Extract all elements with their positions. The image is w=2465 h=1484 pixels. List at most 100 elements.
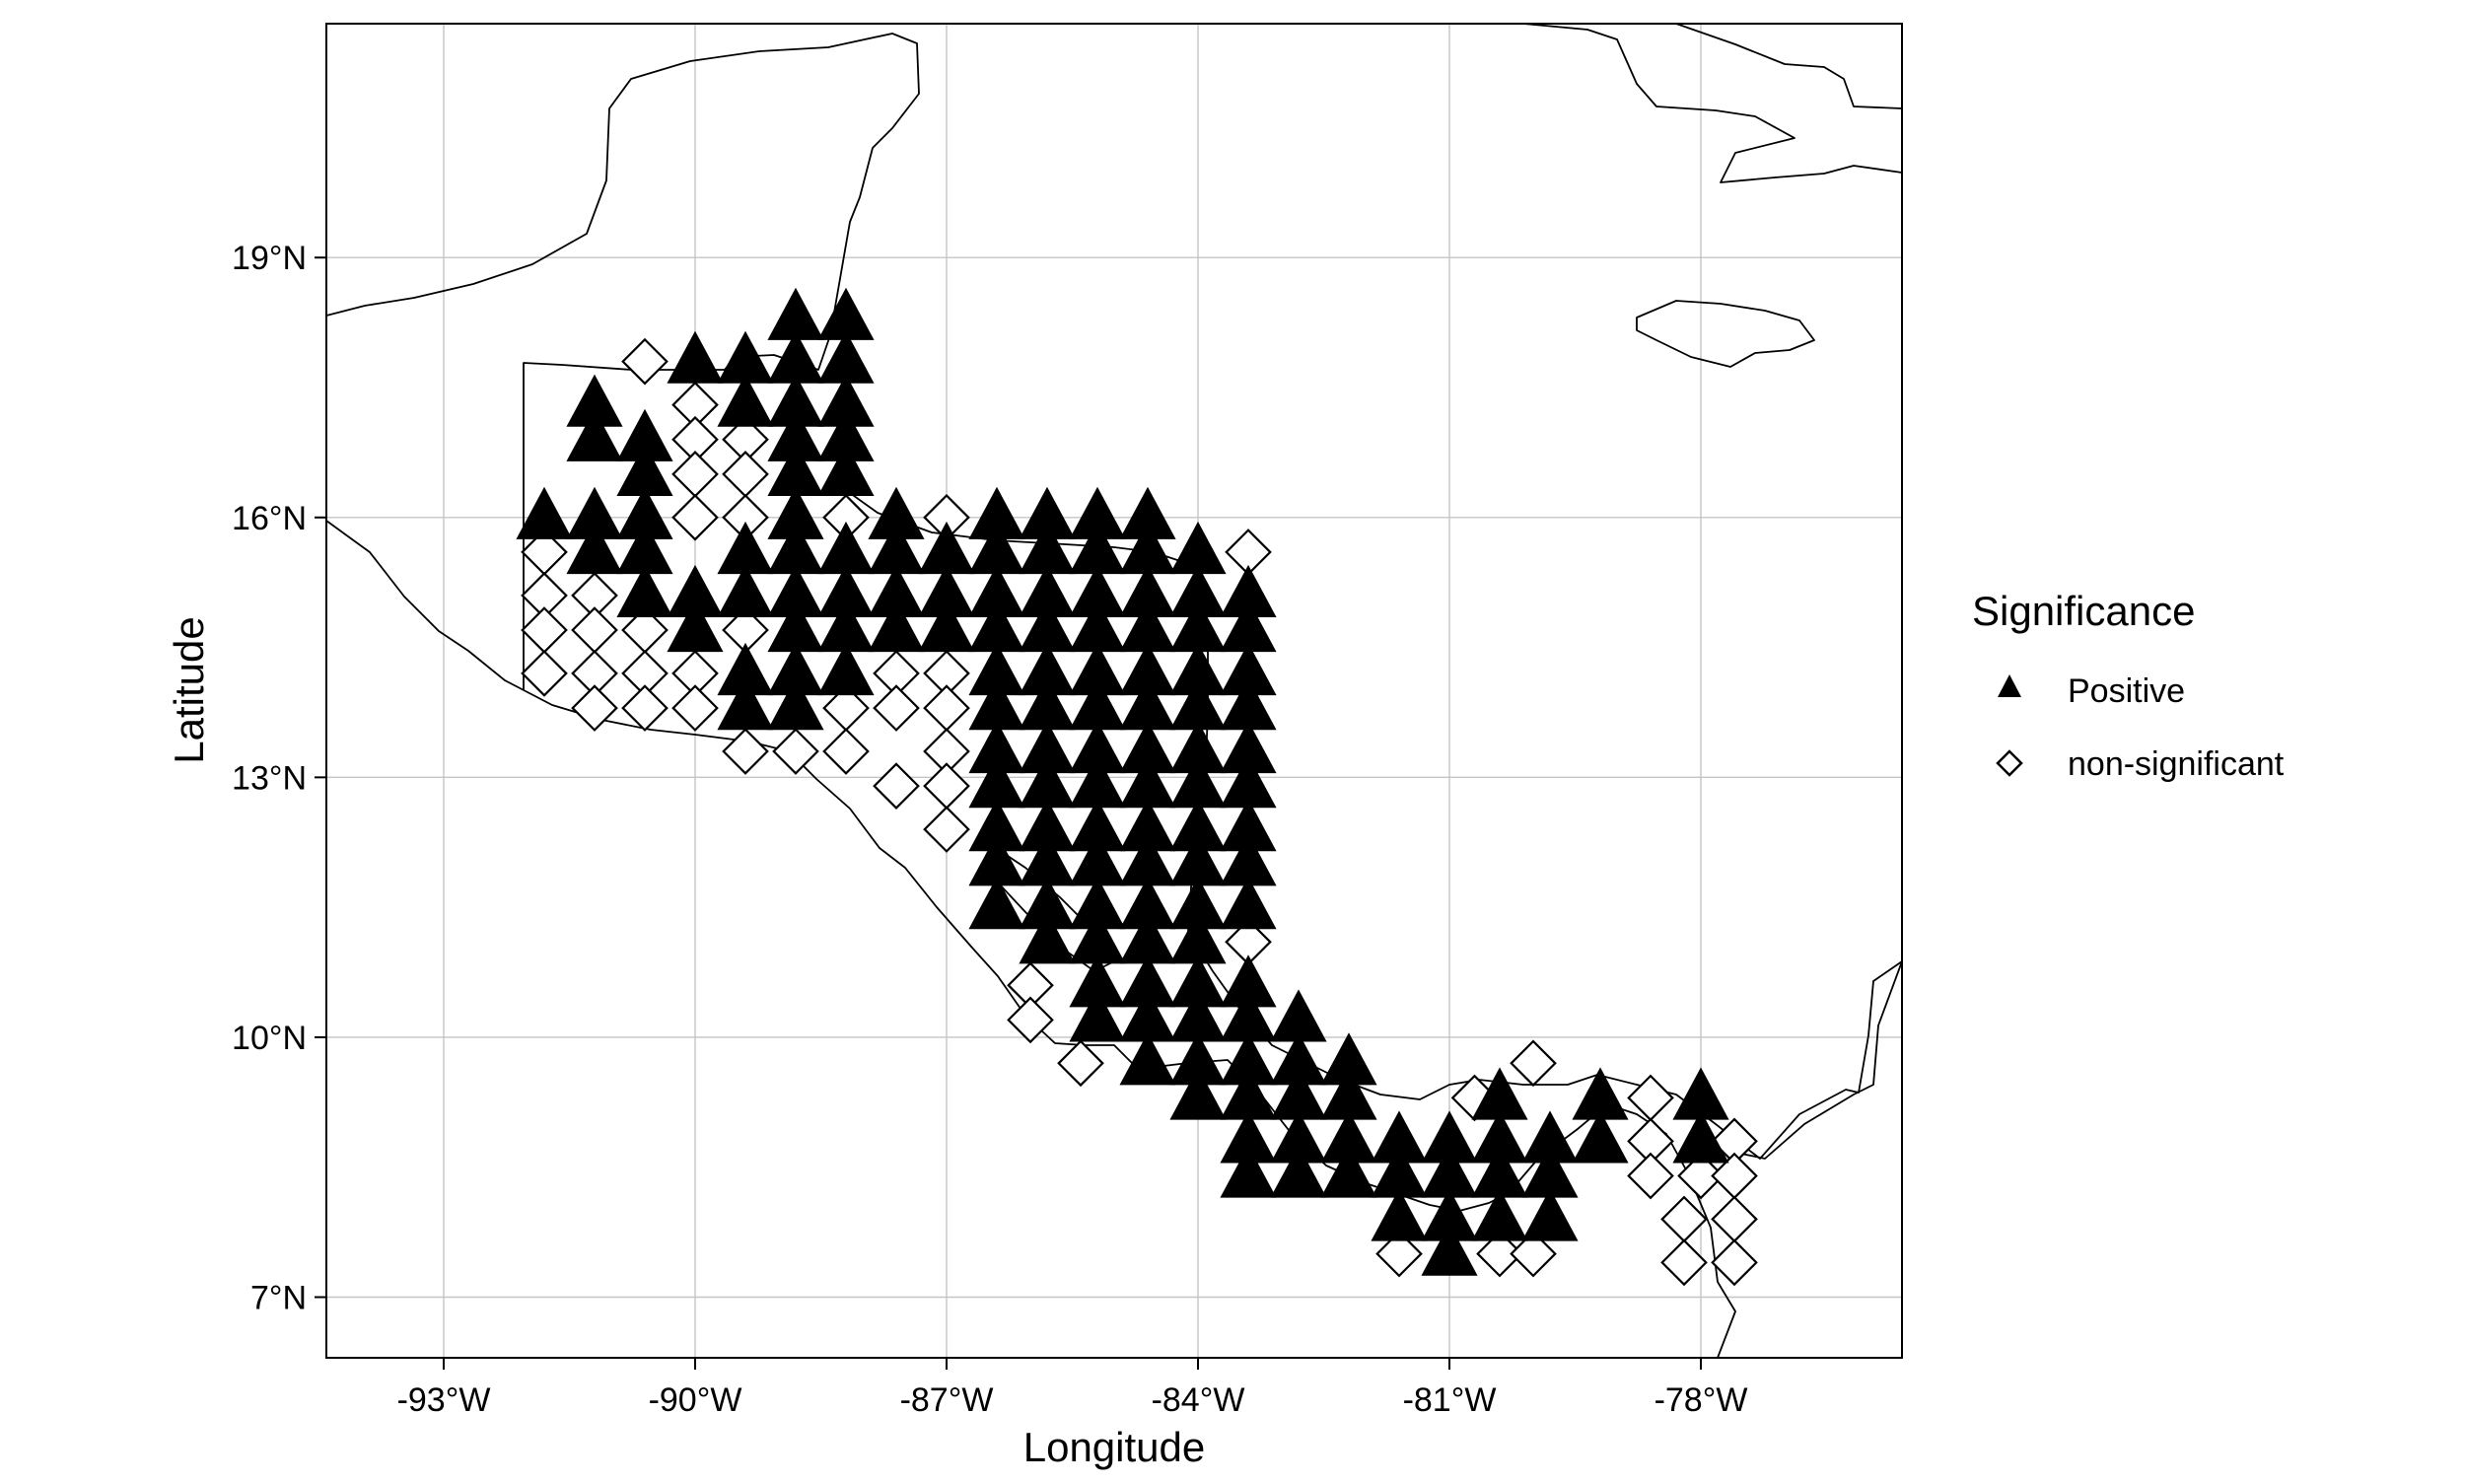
point-positive [1019,564,1076,617]
panel-border [325,23,1903,1359]
point-positive [1119,989,1176,1042]
point-positive [616,564,673,617]
point-nonsignificant [1510,1230,1557,1278]
point-positive [767,564,824,617]
legend-entry-positive: Positive [1998,672,2185,710]
diamond-icon [1996,749,2023,777]
point-nonsignificant [1007,996,1054,1044]
point-positive [1169,833,1227,886]
point-nonsignificant [1057,1039,1104,1088]
x-tick-label: -81°W [1403,1381,1497,1419]
point-positive [1270,1032,1327,1086]
point-positive [1119,521,1176,575]
point-positive [1220,799,1277,852]
point-positive [1069,642,1126,696]
point-positive [767,677,824,731]
coastline-jamaica [1636,300,1815,368]
point-positive [566,374,623,427]
point-positive [868,564,925,617]
point-positive [717,564,774,617]
point-positive [918,521,975,575]
point-nonsignificant [671,493,719,541]
point-positive [1421,1110,1478,1164]
point-positive [817,600,875,653]
point-positive [767,521,824,575]
x-axis-title: Longitude [1023,1424,1206,1470]
point-positive [1119,677,1176,731]
point-positive [1421,1223,1478,1276]
point-positive [1220,677,1277,731]
legend: Significance Positive non-significant [1972,588,2285,783]
y-tick-label: 10°N [232,1020,307,1057]
coastline-cuba [1522,24,1902,183]
point-nonsignificant [772,728,819,775]
point-positive [918,600,975,653]
point-nonsignificant [1660,1238,1708,1287]
y-tick-label: 13°N [232,759,307,797]
point-positive [1371,1188,1428,1241]
point-positive [868,521,925,575]
point-positive [1069,954,1126,1008]
point-positive [1220,1145,1277,1198]
point-positive [1119,877,1176,930]
point-positive [1019,486,1076,539]
point-positive [1220,564,1277,617]
point-positive [767,374,824,427]
point-positive [1220,721,1277,774]
point-positive [1471,1067,1528,1120]
point-positive [1672,1110,1729,1164]
x-axis: -93°W -90°W -87°W -84°W -81°W -78°W [397,1358,1748,1419]
point-positive [717,330,774,384]
point-positive [1421,1145,1478,1198]
point-positive [1069,799,1126,852]
x-tick-label: -93°W [397,1381,491,1419]
point-positive [1220,755,1277,809]
point-positive [1169,600,1227,653]
point-positive [968,833,1025,886]
point-positive [667,564,724,617]
point-positive [1421,1188,1478,1241]
point-nonsignificant [621,684,669,732]
point-positive [1069,911,1126,964]
y-axis: 7°N 10°N 13°N 16°N 19°N [232,240,326,1317]
point-positive [1220,1067,1277,1120]
point-positive [717,521,774,575]
point-positive [667,600,724,653]
point-positive [1220,833,1277,886]
point-positive [1471,1188,1528,1241]
point-positive [767,486,824,539]
point-positive [1019,600,1076,653]
point-positive [717,374,774,427]
point-positive [1320,1110,1377,1164]
point-positive [1320,1145,1377,1198]
point-positive [817,521,875,575]
point-positive [1069,486,1126,539]
point-positive [1270,1110,1327,1164]
point-positive [1069,755,1126,809]
point-positive [1521,1110,1579,1164]
point-nonsignificant [1375,1230,1423,1278]
point-nonsignificant [1627,1152,1674,1200]
point-positive [717,677,774,731]
legend-label-nonsignificant: non-significant [2068,745,2285,783]
point-positive [1169,1067,1227,1120]
point-nonsignificant [521,650,568,697]
point-positive [968,799,1025,852]
point-positive [968,564,1025,617]
point-positive [1169,799,1227,852]
point-nonsignificant [1677,1152,1725,1200]
coastline-colombia [1717,960,1902,1160]
point-positive [1119,833,1176,886]
point-positive [817,642,875,696]
point-positive [767,287,824,340]
point-positive [1119,721,1176,774]
point-positive [1069,721,1126,774]
point-positive [817,408,875,461]
point-positive [1220,1032,1277,1086]
x-tick-label: -78°W [1655,1381,1748,1419]
point-positive [1119,911,1176,964]
point-positive [968,721,1025,774]
point-positive [1119,799,1176,852]
point-positive [918,564,975,617]
